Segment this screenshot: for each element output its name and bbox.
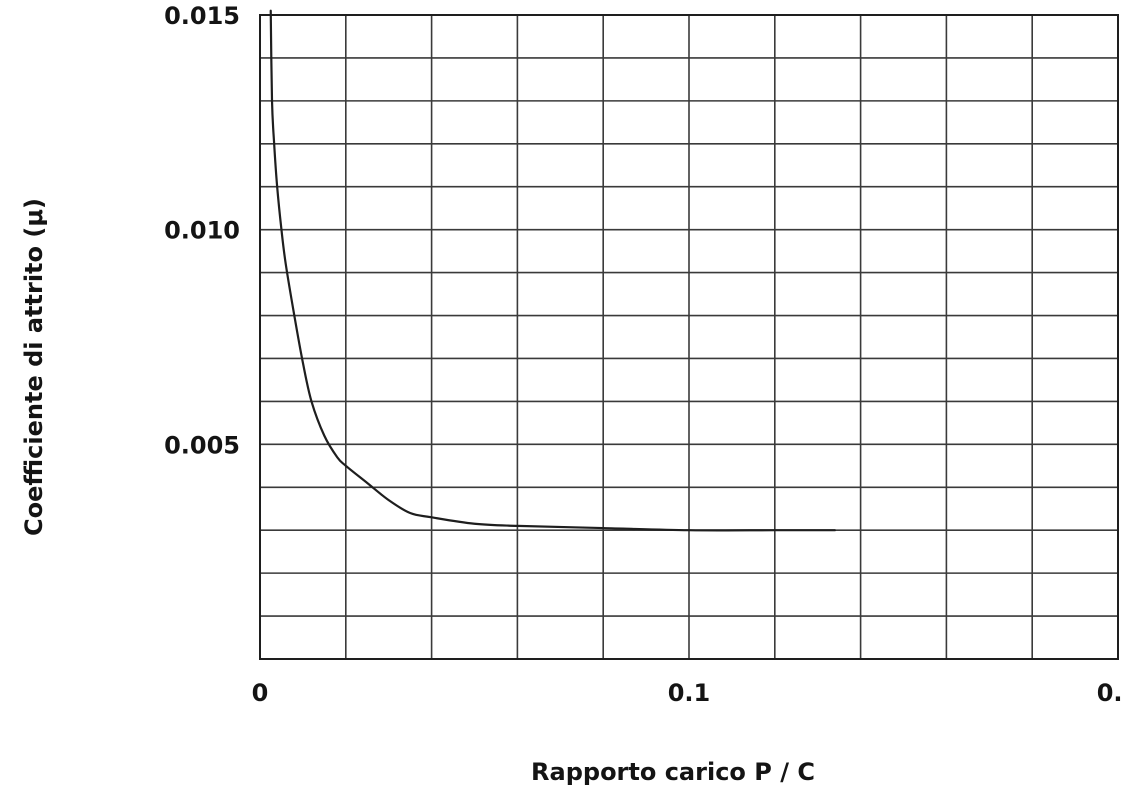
plot-frame [259,14,1119,660]
y-axis-title: Coefficiente di attrito (μ) [20,198,48,536]
y-tick-label: 0.005 [164,431,240,459]
grid [260,15,1118,659]
series-line-0 [269,9,836,532]
x-tick-label: 0.1 [668,679,711,707]
axes [259,14,1119,660]
y-tick-label: 0.010 [164,217,240,245]
x-tick-label: 0 [252,679,269,707]
x-tick-label: 0.2 [1097,679,1124,707]
series-layer [269,9,836,532]
x-axis-title: Rapporto carico P / C [531,758,815,785]
tick-labels: 0 0.1 0.2 0.005 0.010 0.015 [164,2,1124,707]
y-tick-label: 0.015 [164,2,240,30]
